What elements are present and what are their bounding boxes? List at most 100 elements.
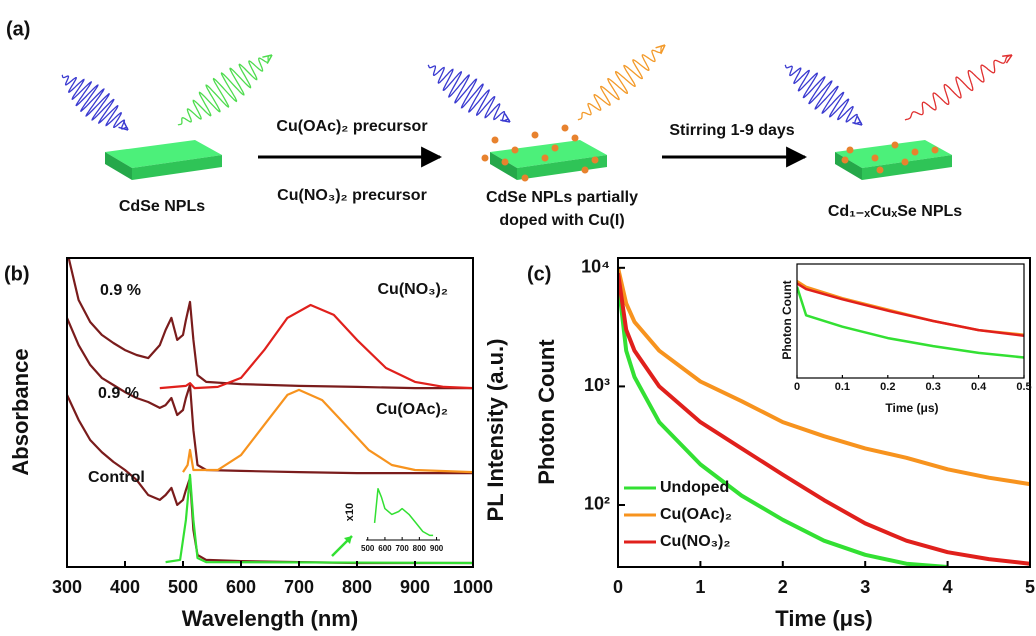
slab-top (105, 140, 222, 168)
series-label: 0.9 % (100, 282, 141, 299)
cu-dot (591, 156, 599, 164)
x-tick-label: 4 (943, 577, 953, 597)
label: Cd₁₋ₓCuₓSe NPLs (828, 203, 962, 220)
label: doped with Cu(I) (499, 212, 624, 229)
series-line (797, 282, 1024, 338)
cu-dot (521, 174, 529, 182)
x-tick-label: 5 (1025, 577, 1035, 597)
cu-dot (551, 144, 559, 152)
series-line (797, 286, 1024, 359)
light-wave (784, 64, 863, 126)
schematic-art (61, 44, 1013, 182)
x-tick-label: 0.2 (880, 381, 895, 393)
label: Cu(NO₃)₂ precursor (277, 187, 427, 204)
x-tick-label: 0.3 (926, 381, 941, 393)
wave-head (500, 113, 511, 123)
slab-front (105, 152, 132, 180)
cu-dot (481, 154, 489, 162)
x-tick-label: 3 (860, 577, 870, 597)
cu-dot (561, 124, 569, 132)
x-tick-label: 2 (778, 577, 788, 597)
schematic: (a) CdSe NPLs Cu(OAc)₂ precursor Cu(NO₃)… (6, 18, 962, 229)
cu-dot (511, 146, 519, 154)
x-tick-label: 0 (613, 577, 623, 597)
cu-dot (891, 141, 899, 149)
series-line (618, 272, 1030, 566)
x-axis-label: Time (μs) (775, 606, 872, 631)
series-line (165, 473, 473, 565)
series-line (618, 279, 948, 567)
x-tick-label: 0.4 (971, 381, 987, 393)
light-wave (427, 64, 511, 123)
light-wave (577, 44, 666, 121)
y-tick-label: 10³ (584, 375, 610, 395)
cu-dot (911, 148, 919, 156)
inset-bg (797, 264, 1024, 378)
slab-top (835, 140, 952, 168)
panel-label: (a) (6, 18, 30, 40)
cu-dot (581, 166, 589, 174)
y2-axis-label: PL Intensity (a.u.) (483, 339, 508, 522)
inset-x-label: Time (μs) (885, 401, 938, 415)
inset-label: x10 (344, 503, 356, 521)
inset-y-label: Photon Count (780, 280, 794, 359)
slab-side (517, 155, 607, 180)
cu-dot (871, 154, 879, 162)
slab-side (132, 155, 222, 180)
x-tick-label: 500 (168, 577, 198, 597)
cu-dot (931, 146, 939, 154)
cu-dot (876, 166, 884, 174)
x-tick-label: 300 (52, 577, 82, 597)
wave-head (852, 115, 863, 126)
x-tick-label: 900 (400, 577, 430, 597)
plot-frame (617, 257, 1031, 568)
light-wave (61, 74, 129, 131)
legend-label: Cu(OAc)₂ (660, 506, 732, 523)
cu-dot (901, 158, 909, 166)
panel-label: (c) (527, 263, 551, 285)
series-line (373, 487, 434, 537)
x-tick-label: 0 (794, 381, 800, 393)
series-line (618, 267, 1030, 487)
x-tick-label: 700 (395, 544, 409, 553)
legend-label: Undoped (660, 479, 729, 496)
series-line (67, 257, 473, 390)
cu-dot (841, 156, 849, 164)
x-tick-label: 1 (695, 577, 705, 597)
cu-dot (846, 146, 854, 154)
series-label: 0.9 % (98, 385, 139, 402)
label: Cu(OAc)₂ precursor (276, 118, 427, 135)
wave-head (1002, 54, 1013, 64)
x-tick-label: 1000 (453, 577, 493, 597)
label: Stirring 1-9 days (669, 122, 794, 139)
x-tick-label: 700 (284, 577, 314, 597)
cu-dot (531, 131, 539, 139)
x-tick-label: 600 (226, 577, 256, 597)
series-label: Control (88, 469, 145, 486)
x-tick-label: 400 (110, 577, 140, 597)
y-axis-label: Absorbance (8, 348, 33, 475)
cu-dot (571, 134, 579, 142)
light-wave (177, 54, 273, 126)
series-label: Cu(NO₃)₂ (378, 281, 449, 298)
x-axis-label: Wavelength (nm) (182, 606, 358, 631)
x-tick-label: 600 (378, 544, 392, 553)
y-tick-label: 10² (584, 494, 610, 514)
x-tick-label: 500 (361, 544, 375, 553)
series-line (159, 303, 473, 390)
x-tick-label: 0.5 (1016, 381, 1031, 393)
inset-arrow-head (344, 536, 352, 544)
x-tick-label: 800 (413, 544, 427, 553)
label: CdSe NPLs (119, 198, 205, 215)
cu-dot (491, 136, 499, 144)
slab-top (490, 140, 607, 168)
wave-head (655, 44, 666, 55)
slab-front (490, 152, 517, 180)
wave-head (118, 120, 129, 131)
series-label: Cu(OAc)₂ (376, 401, 448, 418)
cu-dot (501, 158, 509, 166)
x-tick-label: 800 (342, 577, 372, 597)
plot-frame (796, 263, 1025, 379)
panel-label: (b) (4, 263, 30, 285)
